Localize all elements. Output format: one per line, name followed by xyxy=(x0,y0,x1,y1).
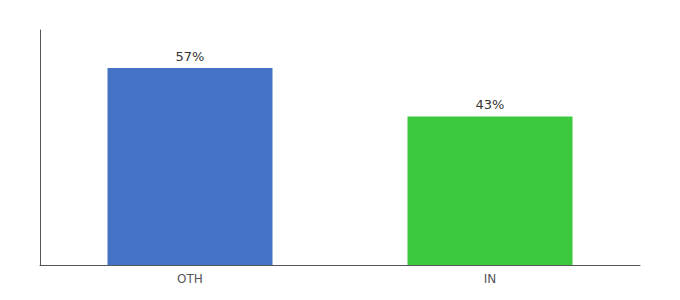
svg-text:57%: 57% xyxy=(176,49,205,64)
svg-text:43%: 43% xyxy=(476,97,505,112)
svg-text:IN: IN xyxy=(484,272,497,286)
svg-text:OTH: OTH xyxy=(177,272,203,286)
